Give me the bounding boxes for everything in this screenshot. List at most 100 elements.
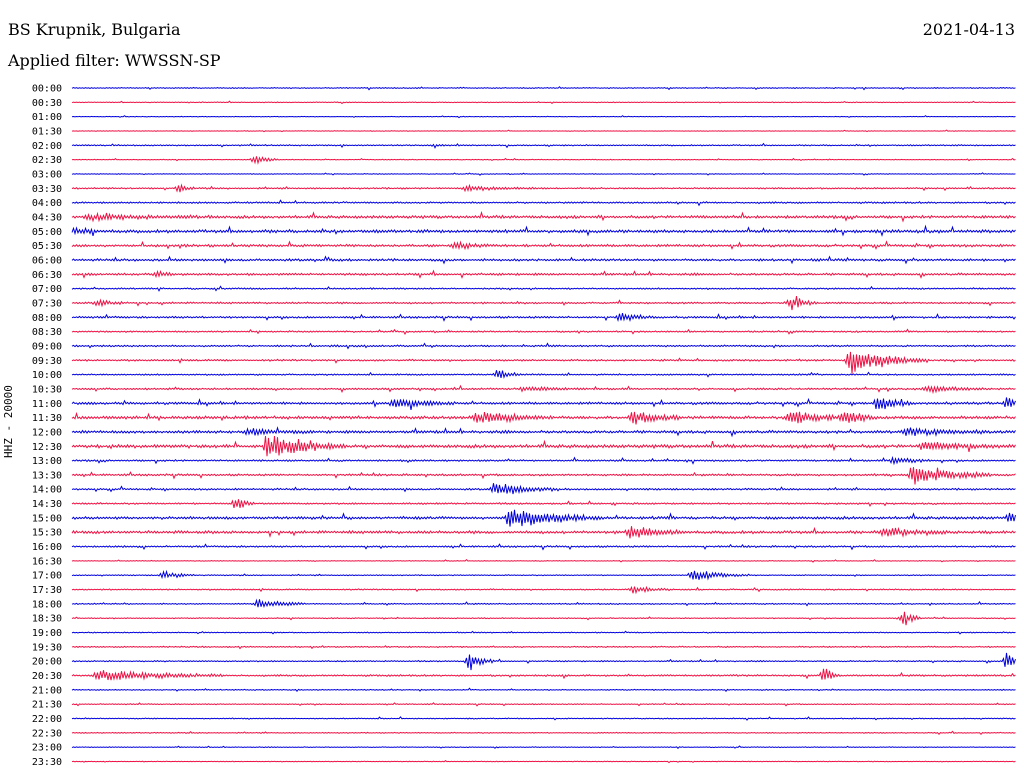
row-time-label: 00:00 <box>32 84 62 95</box>
seismic-trace <box>71 558 1016 563</box>
row-time-label: 02:00 <box>32 141 62 152</box>
record-date: 2021-04-13 <box>922 20 1015 39</box>
seismic-trace <box>71 611 1016 626</box>
row-time-label: 16:00 <box>32 542 62 553</box>
row-time-label: 05:30 <box>32 241 62 252</box>
seismic-trace <box>71 295 1016 311</box>
row-time-label: 21:00 <box>32 685 62 696</box>
row-time-label: 19:00 <box>32 628 62 639</box>
seismic-trace <box>71 224 1016 237</box>
row-time-label: 17:00 <box>32 571 62 582</box>
row-time-label: 18:00 <box>32 599 62 610</box>
row-time-label: 11:30 <box>32 413 62 424</box>
row-time-label: 06:00 <box>32 255 62 266</box>
row-time-label: 07:00 <box>32 284 62 295</box>
applied-filter: Applied filter: WWSSN-SP <box>8 51 221 70</box>
seismic-trace <box>71 509 1016 527</box>
seismic-trace <box>71 585 1016 595</box>
seismic-trace <box>71 652 1016 671</box>
row-time-label: 11:00 <box>32 399 62 410</box>
seismic-trace <box>71 351 1016 374</box>
seismic-trace <box>71 172 1016 176</box>
seismic-trace <box>71 543 1016 551</box>
seismic-trace <box>71 759 1016 764</box>
row-time-label: 06:30 <box>32 270 62 281</box>
row-time-label: 15:00 <box>32 513 62 524</box>
row-time-label: 13:30 <box>32 470 62 481</box>
seismic-trace <box>71 569 1016 581</box>
seismic-trace <box>71 435 1016 457</box>
row-time-label: 20:30 <box>32 671 62 682</box>
row-time-label: 20:00 <box>32 657 62 668</box>
seismic-trace <box>71 210 1016 223</box>
row-time-label: 23:00 <box>32 743 62 754</box>
row-time-label: 13:00 <box>32 456 62 467</box>
row-time-label: 04:00 <box>32 198 62 209</box>
seismic-trace <box>71 630 1016 635</box>
seismic-trace <box>71 269 1016 279</box>
row-time-label: 19:30 <box>32 642 62 653</box>
row-time-label: 12:00 <box>32 427 62 438</box>
row-time-label: 03:30 <box>32 184 62 195</box>
seismic-trace <box>71 702 1016 707</box>
row-time-label: 18:30 <box>32 614 62 625</box>
seismic-trace <box>71 129 1016 133</box>
seismic-trace <box>71 526 1016 539</box>
row-time-label: 08:00 <box>32 313 62 324</box>
row-time-label: 08:30 <box>32 327 62 338</box>
row-time-label: 14:30 <box>32 499 62 510</box>
seismic-trace <box>71 285 1016 292</box>
seismic-trace <box>71 499 1016 509</box>
seismic-trace <box>71 483 1016 495</box>
seismic-trace <box>71 328 1016 335</box>
row-time-label: 22:00 <box>32 714 62 725</box>
row-time-label: 14:00 <box>32 485 62 496</box>
seismic-trace <box>71 384 1016 395</box>
row-time-label: 09:30 <box>32 356 62 367</box>
seismic-trace <box>71 255 1016 265</box>
row-time-label: 17:30 <box>32 585 62 596</box>
seismic-trace <box>71 183 1016 193</box>
row-time-label: 03:00 <box>32 169 62 180</box>
seismic-trace <box>71 668 1016 681</box>
seismic-trace <box>71 156 1016 165</box>
seismic-trace <box>71 745 1016 749</box>
seismic-trace <box>71 86 1016 91</box>
row-time-label: 10:00 <box>32 370 62 381</box>
row-time-label: 07:30 <box>32 298 62 309</box>
seismic-trace <box>71 645 1016 650</box>
row-time-label: 00:30 <box>32 98 62 109</box>
seismic-trace <box>71 313 1016 322</box>
station-name: BS Krupnik, Bulgaria <box>8 20 181 39</box>
row-time-label: 04:30 <box>32 212 62 223</box>
row-time-label: 15:30 <box>32 528 62 539</box>
seismic-trace <box>71 199 1016 207</box>
seismic-trace <box>71 598 1016 609</box>
row-time-label: 23:30 <box>32 757 62 768</box>
row-time-label: 16:30 <box>32 556 62 567</box>
row-time-label: 01:30 <box>32 126 62 137</box>
seismic-trace <box>71 240 1016 251</box>
seismic-trace <box>71 342 1016 350</box>
seismic-trace <box>71 687 1016 693</box>
row-time-label: 01:00 <box>32 112 62 123</box>
seismic-trace <box>71 142 1016 149</box>
row-time-label: 05:00 <box>32 227 62 238</box>
row-time-label: 10:30 <box>32 384 62 395</box>
row-time-label: 02:30 <box>32 155 62 166</box>
row-time-label: 21:30 <box>32 700 62 711</box>
seismic-trace <box>71 716 1016 721</box>
seismic-trace <box>71 411 1016 425</box>
seismic-trace <box>71 426 1016 438</box>
seismic-trace <box>71 730 1016 736</box>
row-time-label: 12:30 <box>32 442 62 453</box>
seismic-trace <box>71 370 1016 379</box>
seismic-trace <box>71 115 1016 119</box>
seismic-trace <box>71 100 1016 105</box>
row-time-label: 22:30 <box>32 728 62 739</box>
seismic-trace <box>71 397 1016 410</box>
seismic-trace <box>71 467 1016 485</box>
seismic-trace <box>71 455 1016 466</box>
